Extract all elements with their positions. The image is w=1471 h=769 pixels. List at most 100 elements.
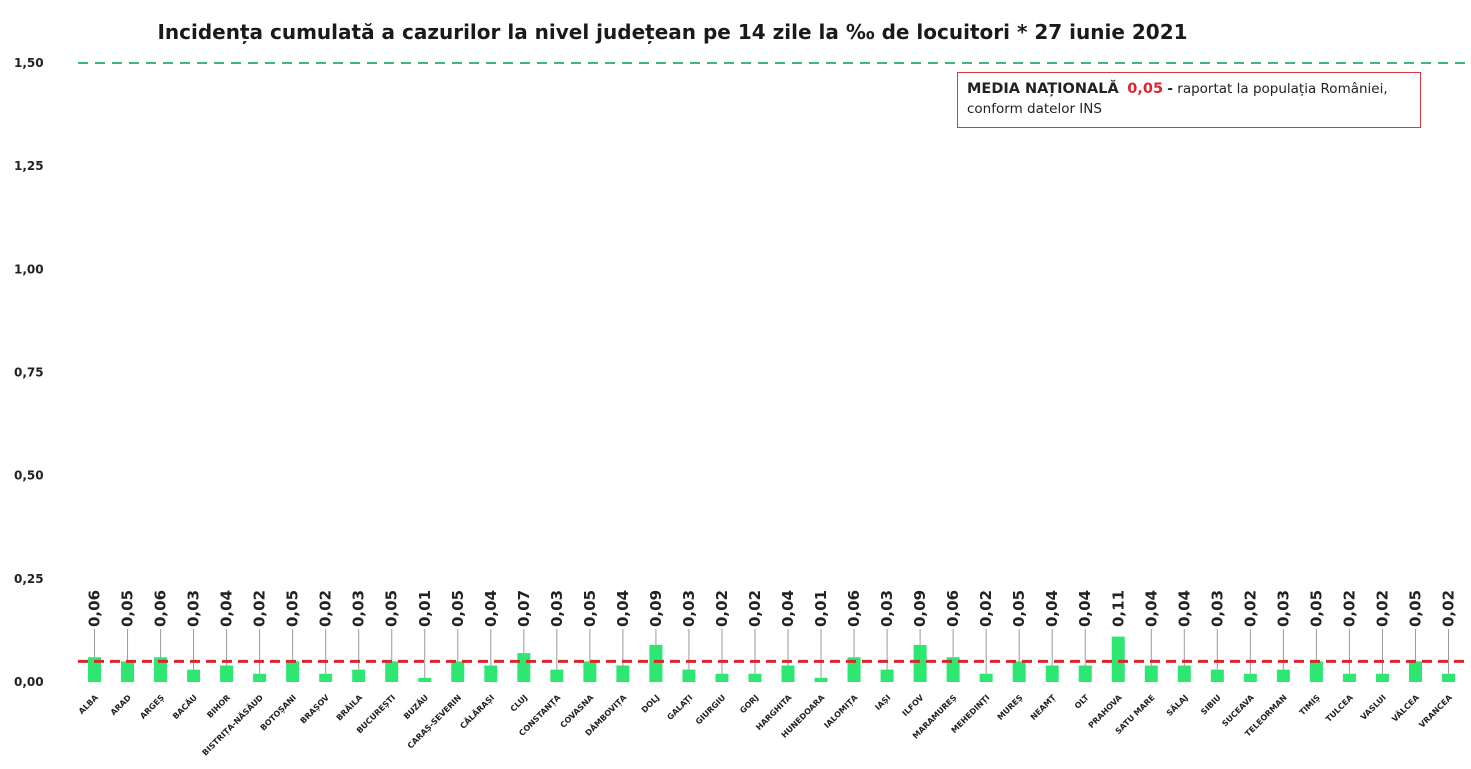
- x-tick-label: GIURGIU: [694, 693, 727, 726]
- x-tick-label: IAȘI: [873, 693, 893, 713]
- y-tick-label: 0,50: [14, 469, 44, 483]
- y-tick-label: 1,00: [14, 262, 44, 276]
- x-tick-label: GALAȚI: [665, 693, 695, 723]
- bar: [385, 661, 399, 682]
- data-label: 0,04: [779, 590, 797, 627]
- bar: [748, 673, 762, 682]
- bar: [1243, 673, 1257, 682]
- data-label: 0,09: [911, 590, 929, 627]
- data-label: 0,04: [614, 590, 632, 627]
- bar: [1078, 665, 1092, 682]
- bar: [1144, 665, 1158, 682]
- bar: [649, 644, 663, 682]
- data-label: 0,03: [1274, 590, 1292, 627]
- y-tick-label: 1,50: [14, 56, 44, 70]
- bar: [253, 673, 267, 682]
- bar: [451, 661, 465, 682]
- data-label: 0,05: [1010, 590, 1028, 627]
- x-tick-label: MUREȘ: [996, 693, 1026, 723]
- bar: [187, 669, 201, 682]
- x-tick-label: SĂLAJ: [1163, 692, 1189, 718]
- x-tick-label: BIHOR: [205, 693, 232, 720]
- data-label: 0,05: [284, 590, 302, 627]
- data-label: 0,06: [845, 590, 863, 627]
- data-label: 0,03: [185, 590, 203, 627]
- bar: [1342, 673, 1356, 682]
- national-average-note: MEDIA NAȚIONALĂ 0,05 - raportat la popul…: [957, 72, 1421, 128]
- x-tick-label: CĂLĂRAȘI: [457, 692, 497, 732]
- bar: [1012, 661, 1026, 682]
- data-label: 0,04: [1043, 590, 1061, 627]
- data-label: 0,01: [812, 590, 830, 627]
- bar: [1177, 665, 1191, 682]
- x-tick-label: NEAMȚ: [1029, 693, 1059, 723]
- data-label: 0,02: [713, 590, 731, 627]
- x-tick-label: ARAD: [109, 693, 133, 717]
- note-lead: MEDIA NAȚIONALĂ: [967, 81, 1119, 97]
- bar: [682, 669, 696, 682]
- data-label: 0,02: [1373, 590, 1391, 627]
- data-label: 0,02: [1439, 590, 1457, 627]
- note-dash: -: [1167, 81, 1173, 97]
- x-tick-label: VÂLCEA: [1389, 691, 1422, 724]
- data-labels: 0,06 0,05 0,06 0,03 0,04 0,02 0,05 0,02 0,03 0,05…: [86, 590, 1458, 627]
- bar: [550, 669, 564, 682]
- data-label: 0,06: [86, 590, 104, 627]
- x-tick-label: DOLJ: [640, 693, 662, 715]
- data-label: 0,04: [1076, 590, 1094, 627]
- x-tick-label: BRAȘOV: [299, 692, 333, 726]
- data-label: 0,02: [746, 590, 764, 627]
- bar: [715, 673, 729, 682]
- data-label: 0,03: [878, 590, 896, 627]
- x-tick-label: TIMIȘ: [1298, 693, 1323, 718]
- data-label: 0,02: [317, 590, 335, 627]
- bar: [319, 673, 333, 682]
- chart-title: Incidența cumulată a cazurilor la nivel …: [157, 20, 1188, 44]
- data-label: 0,03: [548, 590, 566, 627]
- bar: [121, 661, 135, 682]
- data-label: 0,04: [218, 590, 236, 627]
- x-tick-label: ALBA: [77, 692, 101, 716]
- note-value: 0,05: [1127, 81, 1164, 97]
- bar: [946, 657, 960, 682]
- data-label: 0,02: [1241, 590, 1259, 627]
- data-label: 0,07: [515, 590, 533, 627]
- x-tick-label: IALOMIȚA: [822, 692, 860, 730]
- bar: [814, 677, 828, 682]
- data-label: 0,02: [1340, 590, 1358, 627]
- data-label: 0,05: [1307, 590, 1325, 627]
- data-label: 0,05: [383, 590, 401, 627]
- x-tick-label: ILFOV: [901, 692, 927, 718]
- bar: [286, 661, 300, 682]
- data-label: 0,04: [1175, 590, 1193, 627]
- bar: [517, 653, 531, 682]
- data-label: 0,05: [119, 590, 137, 627]
- x-tick-label: ARGEȘ: [138, 693, 167, 722]
- data-label: 0,04: [1142, 590, 1160, 627]
- x-tick-label: CLUJ: [509, 693, 530, 714]
- bar: [583, 661, 597, 682]
- x-tick-label: SUCEAVA: [1220, 692, 1256, 728]
- data-label: 0,04: [482, 590, 500, 627]
- y-tick-label: 0,00: [14, 675, 44, 689]
- bar: [1375, 673, 1389, 682]
- note-text-2: conform datelor INS: [967, 101, 1102, 117]
- x-tick-label: VRANCEA: [1417, 692, 1454, 729]
- y-axis: 0,00 0,25 0,50 0,75 1,00 1,25 1,50: [14, 56, 44, 689]
- data-label: 0,02: [251, 590, 269, 627]
- note-text-1: raportat la populația României,: [1177, 81, 1388, 97]
- bar: [220, 665, 234, 682]
- bar: [979, 673, 993, 682]
- data-label: 0,05: [449, 590, 467, 627]
- bar: [154, 657, 168, 682]
- bar: [352, 669, 366, 682]
- data-label: 0,06: [944, 590, 962, 627]
- x-tick-label: VASLUI: [1359, 693, 1388, 722]
- data-label: 0,06: [152, 590, 170, 627]
- data-label: 0,01: [416, 590, 434, 627]
- bar: [1210, 669, 1224, 682]
- bar: [913, 644, 927, 682]
- bar-series: [88, 636, 1455, 682]
- data-label: 0,09: [647, 590, 665, 627]
